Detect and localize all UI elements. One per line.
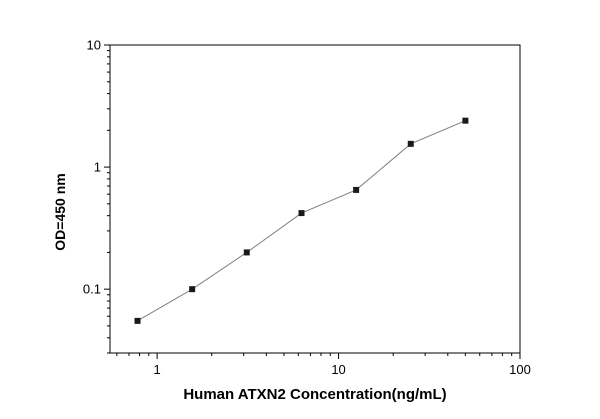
y-tick-label: 10 — [87, 38, 101, 53]
data-point-marker — [298, 210, 305, 217]
data-point-marker — [462, 117, 469, 124]
y-tick-label: 1 — [94, 160, 101, 175]
data-point-marker — [134, 317, 141, 324]
x-axis-label: Human ATXN2 Concentration(ng/mL) — [183, 386, 447, 403]
x-tick-label: 10 — [331, 362, 345, 377]
y-tick-label: 0.1 — [83, 282, 101, 297]
x-tick-label: 100 — [509, 362, 531, 377]
x-tick-label: 1 — [153, 362, 160, 377]
y-axis-label: OD=450 nm — [52, 173, 68, 251]
data-point-marker — [189, 286, 196, 293]
data-point-marker — [353, 186, 360, 193]
data-point-marker — [407, 140, 414, 147]
plot-box — [109, 44, 521, 354]
series-line — [137, 120, 466, 322]
data-point-marker — [243, 249, 250, 256]
